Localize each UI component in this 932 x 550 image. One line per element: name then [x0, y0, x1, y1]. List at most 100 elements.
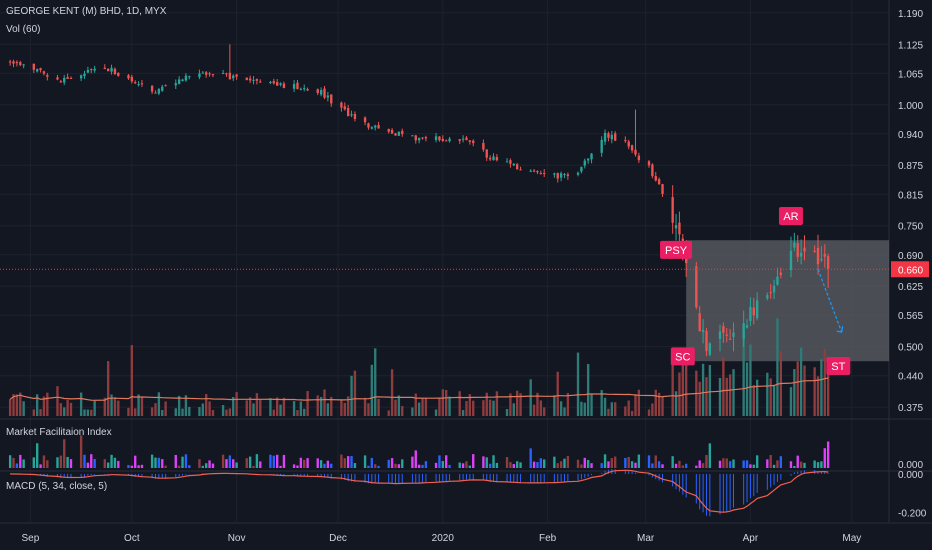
- candle[interactable]: [83, 70, 86, 79]
- candle[interactable]: [56, 74, 59, 81]
- candle[interactable]: [32, 63, 35, 74]
- candle[interactable]: [495, 154, 499, 162]
- candle[interactable]: [563, 172, 566, 178]
- candle[interactable]: [755, 292, 759, 321]
- candle[interactable]: [188, 75, 191, 80]
- candle[interactable]: [387, 128, 390, 134]
- candle[interactable]: [66, 73, 69, 80]
- candle[interactable]: [12, 59, 15, 68]
- candle[interactable]: [411, 135, 414, 137]
- candle[interactable]: [813, 245, 816, 253]
- candle[interactable]: [529, 169, 532, 173]
- candle[interactable]: [634, 109, 637, 157]
- candle[interactable]: [816, 234, 820, 275]
- candle[interactable]: [316, 88, 319, 96]
- candle[interactable]: [377, 121, 380, 129]
- candle[interactable]: [651, 163, 654, 179]
- candle[interactable]: [793, 232, 796, 252]
- annotation-ar[interactable]: AR: [778, 207, 803, 226]
- candle[interactable]: [515, 162, 519, 170]
- candle[interactable]: [654, 171, 657, 182]
- candle[interactable]: [441, 135, 444, 143]
- candle[interactable]: [269, 80, 272, 85]
- candle[interactable]: [698, 306, 701, 332]
- candle[interactable]: [539, 170, 543, 175]
- candle[interactable]: [303, 84, 306, 92]
- candle[interactable]: [127, 73, 130, 80]
- candle[interactable]: [627, 139, 630, 150]
- candle[interactable]: [742, 310, 745, 347]
- candle[interactable]: [117, 72, 120, 77]
- candle[interactable]: [63, 74, 66, 86]
- candle[interactable]: [367, 122, 370, 130]
- candle[interactable]: [586, 158, 590, 164]
- candle[interactable]: [306, 87, 309, 92]
- candle[interactable]: [624, 136, 627, 143]
- candle[interactable]: [532, 169, 536, 173]
- candle[interactable]: [519, 166, 522, 171]
- candle[interactable]: [184, 73, 188, 82]
- candle[interactable]: [164, 84, 167, 87]
- candle[interactable]: [19, 60, 22, 67]
- candle[interactable]: [657, 177, 661, 185]
- candle[interactable]: [8, 59, 12, 66]
- candle[interactable]: [370, 126, 374, 130]
- candle[interactable]: [346, 104, 350, 117]
- candle[interactable]: [46, 72, 49, 81]
- candle[interactable]: [705, 327, 708, 357]
- annotation-sc[interactable]: SC: [670, 347, 695, 366]
- candle[interactable]: [472, 139, 475, 147]
- candle[interactable]: [509, 158, 512, 168]
- candle[interactable]: [590, 153, 593, 164]
- candle[interactable]: [826, 253, 830, 289]
- candle[interactable]: [752, 297, 755, 325]
- candle[interactable]: [86, 66, 90, 74]
- candle[interactable]: [678, 211, 681, 242]
- candle[interactable]: [607, 131, 610, 142]
- candle[interactable]: [708, 341, 712, 357]
- candle[interactable]: [245, 77, 248, 81]
- candle[interactable]: [292, 80, 296, 92]
- candle[interactable]: [350, 110, 353, 118]
- candle[interactable]: [566, 172, 570, 180]
- candle[interactable]: [353, 111, 357, 122]
- candle[interactable]: [448, 136, 451, 143]
- candle[interactable]: [674, 214, 678, 241]
- candle[interactable]: [201, 71, 204, 74]
- candle[interactable]: [22, 63, 25, 69]
- candle[interactable]: [103, 64, 106, 70]
- candle[interactable]: [137, 81, 140, 87]
- candle[interactable]: [438, 136, 441, 142]
- candle[interactable]: [235, 73, 238, 80]
- candle[interactable]: [512, 162, 515, 167]
- candle[interactable]: [279, 82, 282, 87]
- candle[interactable]: [330, 94, 333, 107]
- candle[interactable]: [113, 67, 117, 75]
- candle[interactable]: [776, 267, 779, 286]
- candle[interactable]: [580, 166, 583, 174]
- candle[interactable]: [458, 139, 461, 144]
- candle[interactable]: [728, 328, 732, 341]
- candle[interactable]: [319, 87, 323, 97]
- candle[interactable]: [157, 87, 161, 96]
- candle[interactable]: [228, 44, 232, 80]
- candle[interactable]: [559, 171, 563, 182]
- annotation-st[interactable]: ST: [826, 357, 851, 376]
- candle[interactable]: [461, 135, 465, 143]
- candle[interactable]: [610, 130, 614, 144]
- candle[interactable]: [600, 136, 603, 157]
- candle[interactable]: [722, 322, 725, 343]
- candle[interactable]: [556, 172, 559, 183]
- candle[interactable]: [174, 79, 177, 90]
- candle[interactable]: [374, 124, 377, 131]
- candle[interactable]: [340, 101, 343, 112]
- candle[interactable]: [255, 78, 259, 85]
- candle[interactable]: [259, 79, 262, 83]
- candle[interactable]: [110, 64, 113, 75]
- candle[interactable]: [90, 68, 93, 74]
- candle[interactable]: [225, 72, 228, 77]
- candle[interactable]: [397, 131, 401, 137]
- candle[interactable]: [637, 152, 641, 163]
- candle[interactable]: [154, 90, 157, 94]
- candle[interactable]: [434, 132, 438, 143]
